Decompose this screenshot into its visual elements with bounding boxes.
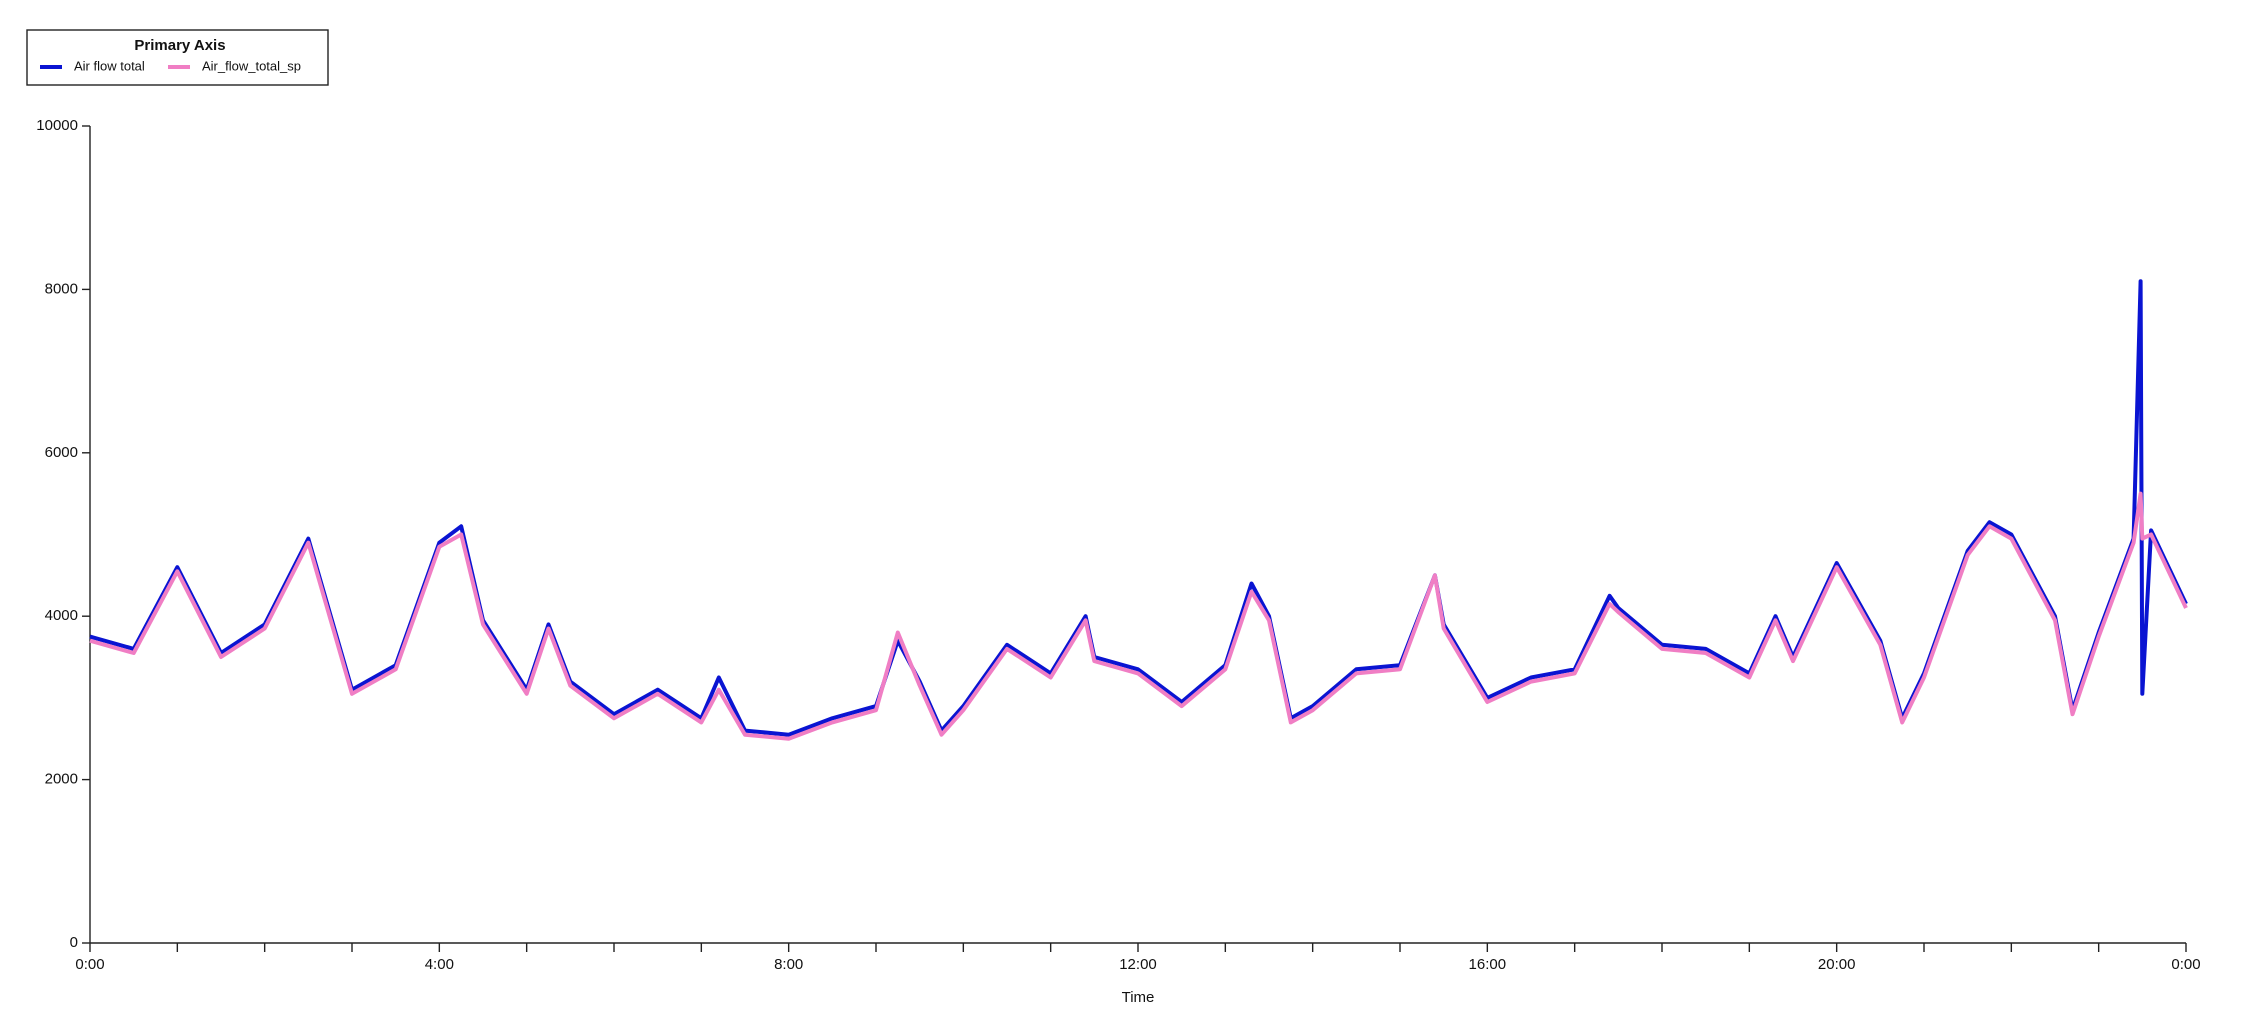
x-tick-label: 4:00 — [425, 956, 454, 973]
x-tick-label: 8:00 — [774, 956, 803, 973]
legend-label: Air flow total — [74, 58, 145, 73]
y-tick-label: 8000 — [45, 280, 78, 297]
legend-label: Air_flow_total_sp — [202, 58, 301, 73]
x-axis-label: Time — [1122, 989, 1155, 1006]
x-tick-label: 0:00 — [75, 956, 104, 973]
legend-title: Primary Axis — [134, 37, 225, 54]
x-tick-label: 12:00 — [1119, 956, 1157, 973]
legend-box — [26, 29, 329, 86]
y-tick-label: 0 — [70, 934, 78, 951]
y-tick-label: 10000 — [36, 117, 78, 134]
y-tick-label: 4000 — [45, 607, 78, 624]
y-tick-label: 2000 — [45, 771, 78, 788]
x-tick-label: 20:00 — [1818, 956, 1856, 973]
x-tick-label: 16:00 — [1469, 956, 1507, 973]
data-line — [89, 491, 2188, 741]
data-line — [89, 279, 2188, 737]
y-tick-label: 6000 — [45, 444, 78, 461]
x-tick-label: 0:00 — [2171, 956, 2200, 973]
